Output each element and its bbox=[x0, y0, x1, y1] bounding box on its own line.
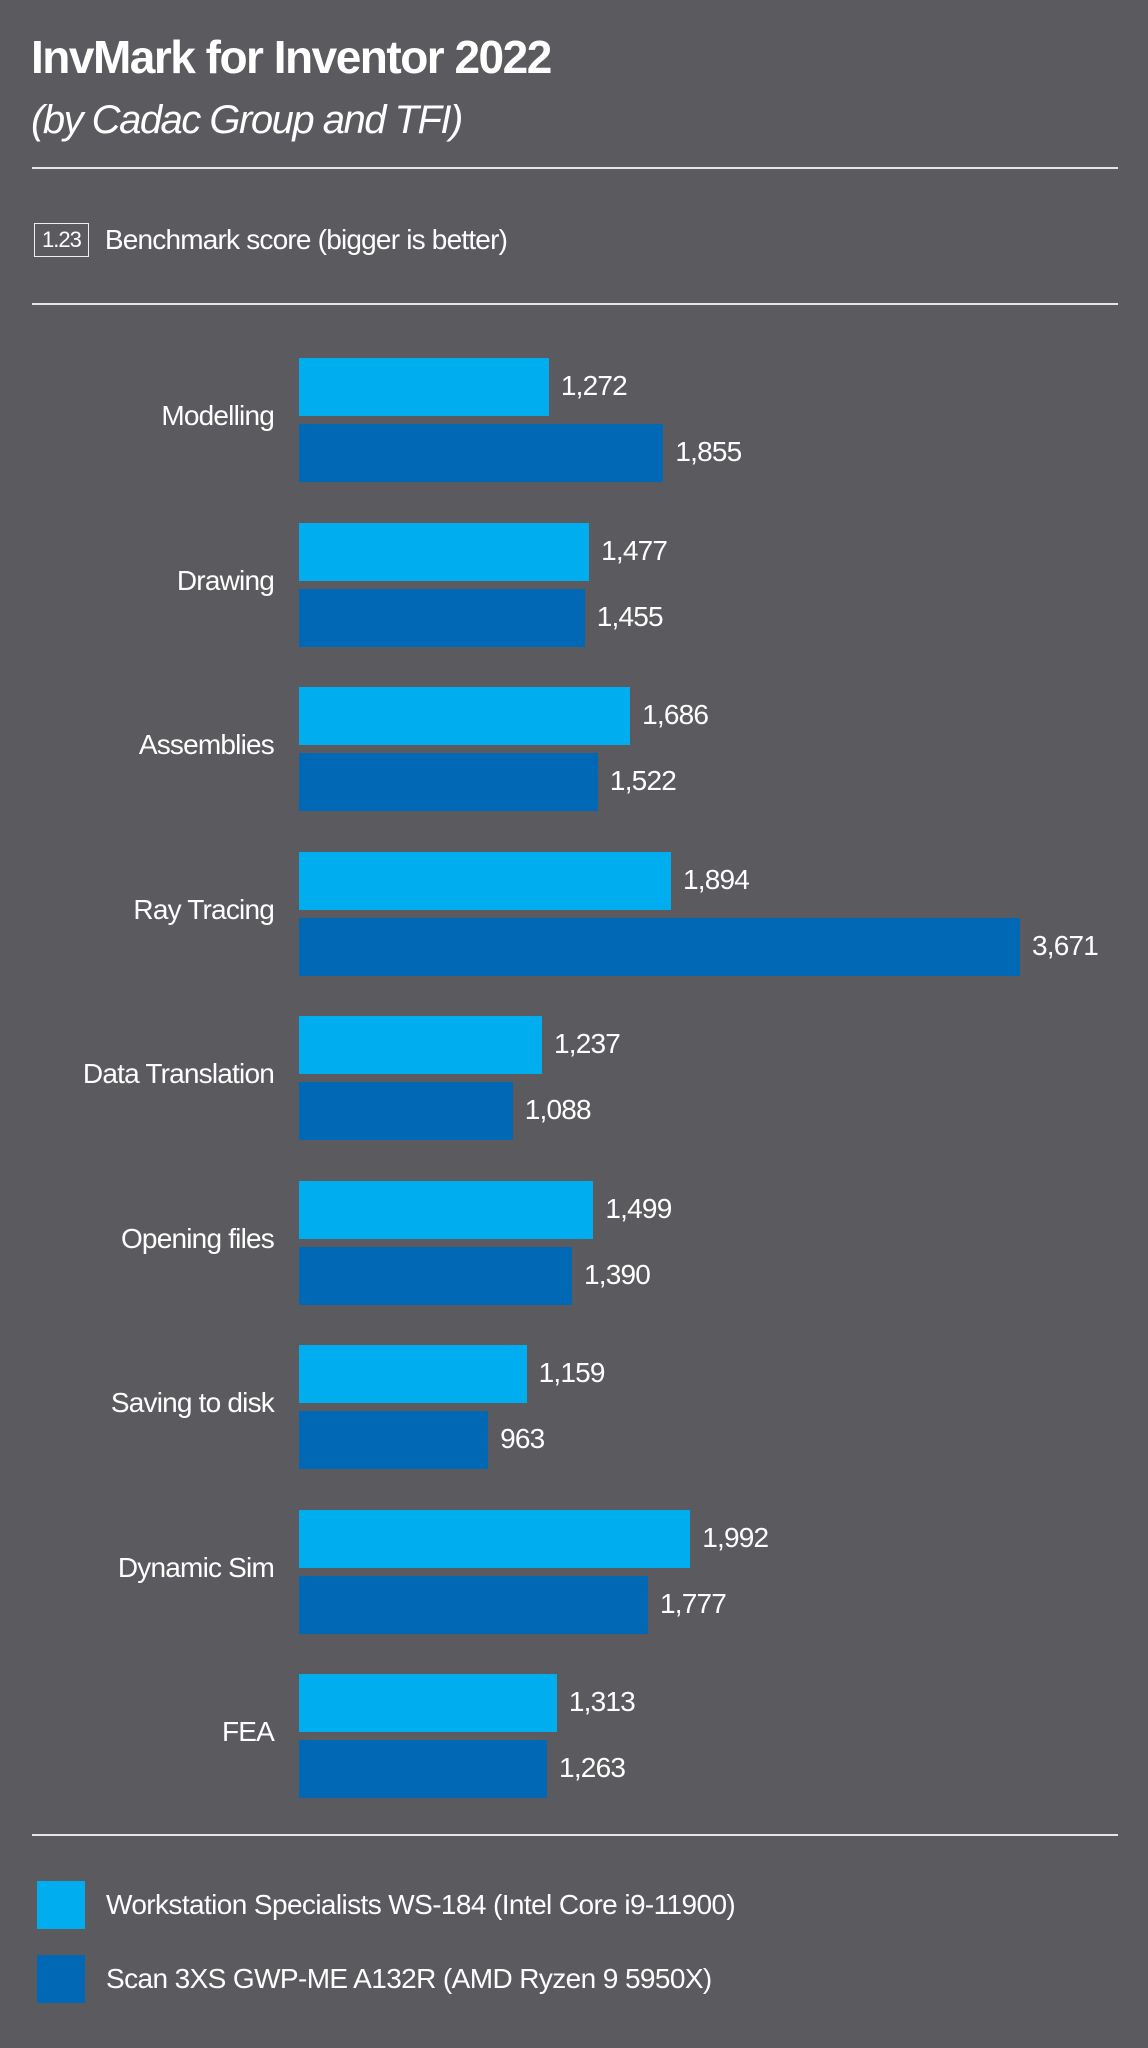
bar-series-1 bbox=[299, 687, 631, 745]
category-label: Saving to disk bbox=[110, 1387, 275, 1418]
value-label: 1,313 bbox=[568, 1686, 636, 1717]
category-label: Dynamic Sim bbox=[117, 1551, 275, 1583]
value-label: 1,499 bbox=[605, 1192, 672, 1224]
bar-series-1 bbox=[299, 1509, 691, 1568]
value-label: 1,894 bbox=[682, 863, 750, 895]
value-label: 1,455 bbox=[596, 600, 664, 632]
value-label: 1,992 bbox=[702, 1521, 769, 1553]
bar-series-2 bbox=[299, 1082, 513, 1140]
value-label: 1,686 bbox=[642, 699, 709, 730]
legend-swatch-2 bbox=[37, 1955, 85, 2003]
chart-title: InvMark for Inventor 2022 bbox=[31, 31, 552, 83]
value-label: 1,477 bbox=[601, 534, 668, 566]
divider-top bbox=[32, 167, 1118, 169]
bar-series-1 bbox=[299, 1674, 557, 1732]
bar-series-2 bbox=[299, 1411, 489, 1469]
category-label: FEA bbox=[221, 1716, 275, 1747]
bar-series-2 bbox=[299, 1740, 548, 1798]
value-label: 1,855 bbox=[675, 436, 742, 467]
value-label: 963 bbox=[500, 1423, 545, 1454]
value-label: 1,390 bbox=[584, 1258, 651, 1290]
value-label: 1,237 bbox=[553, 1028, 621, 1059]
value-label: 1,159 bbox=[538, 1357, 606, 1388]
value-label: 1,263 bbox=[559, 1752, 626, 1783]
bar-series-1 bbox=[299, 851, 671, 910]
category-label: Assemblies bbox=[138, 729, 275, 760]
bar-series-1 bbox=[299, 522, 590, 581]
category-label: Opening files bbox=[120, 1222, 275, 1254]
value-label: 3,671 bbox=[1032, 929, 1099, 961]
legend-label-2: Scan 3XS GWP-ME A132R (AMD Ryzen 9 5950X… bbox=[106, 1963, 712, 1994]
value-label: 1,777 bbox=[660, 1587, 727, 1619]
bar-series-1 bbox=[299, 1180, 594, 1239]
key-sample-box: 1.23 bbox=[34, 223, 89, 257]
category-label: Data Translation bbox=[82, 1058, 275, 1089]
legend-item-2: Scan 3XS GWP-ME A132R (AMD Ryzen 9 5950X… bbox=[37, 1955, 712, 2003]
bar-series-1 bbox=[299, 1016, 542, 1074]
bar-series-2 bbox=[299, 588, 585, 647]
key-text: Benchmark score (bigger is better) bbox=[104, 224, 508, 255]
bar-series-2 bbox=[299, 1575, 648, 1634]
bar-series-1 bbox=[299, 358, 549, 416]
divider-middle bbox=[32, 303, 1118, 305]
divider-bottom bbox=[32, 1834, 1118, 1836]
value-label: 1,088 bbox=[524, 1094, 592, 1125]
bar-series-2 bbox=[299, 1246, 572, 1305]
category-label: Modelling bbox=[161, 400, 274, 431]
chart-subtitle: (by Cadac Group and TFI) bbox=[31, 98, 463, 142]
bar-series-2 bbox=[299, 753, 598, 811]
bar-series-1 bbox=[299, 1345, 527, 1403]
value-label: 1,522 bbox=[609, 765, 677, 796]
legend-label-1: Workstation Specialists WS-184 (Intel Co… bbox=[106, 1889, 736, 1920]
category-label: Drawing bbox=[176, 564, 275, 596]
legend-item-1: Workstation Specialists WS-184 (Intel Co… bbox=[37, 1881, 736, 1929]
bar-series-2 bbox=[299, 424, 664, 482]
category-label: Ray Tracing bbox=[133, 893, 274, 925]
legend-swatch-1 bbox=[37, 1881, 85, 1929]
bar-series-2 bbox=[299, 917, 1020, 976]
score-key: 1.23 Benchmark score (bigger is better) bbox=[34, 223, 508, 257]
value-label: 1,272 bbox=[560, 370, 628, 401]
